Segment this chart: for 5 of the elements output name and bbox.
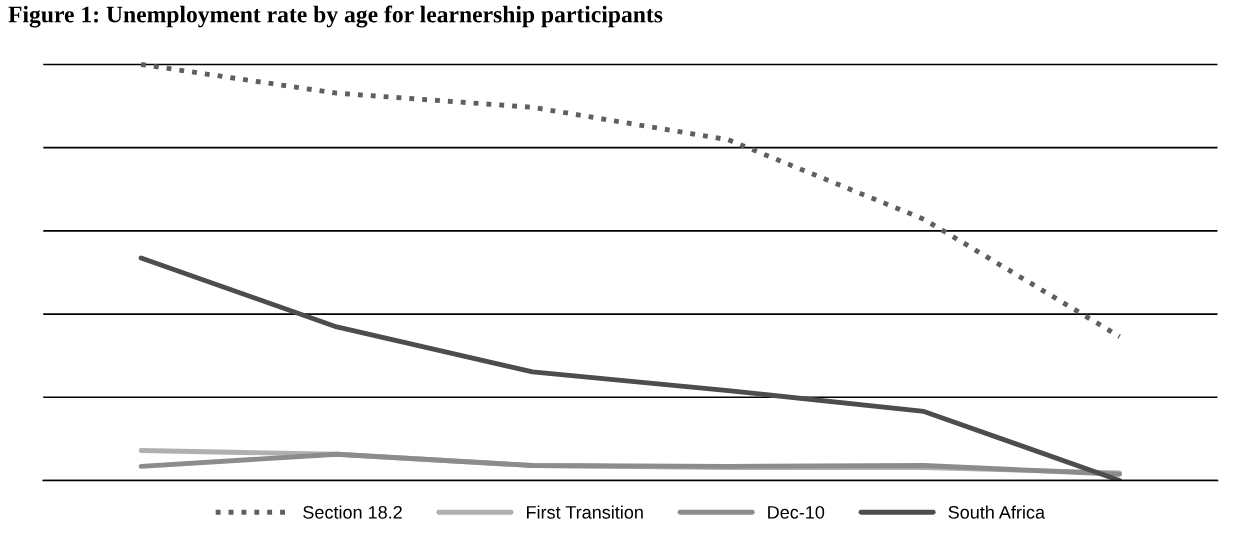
legend-label: South Africa <box>948 505 1046 519</box>
legend-label: Dec-10 <box>768 505 825 519</box>
legend-label: First Transition <box>527 505 643 519</box>
chart-title: Figure 1: Unemployment rate by age for learnership participants <box>8 5 663 28</box>
legend-label: Section 18.2 <box>303 505 402 519</box>
